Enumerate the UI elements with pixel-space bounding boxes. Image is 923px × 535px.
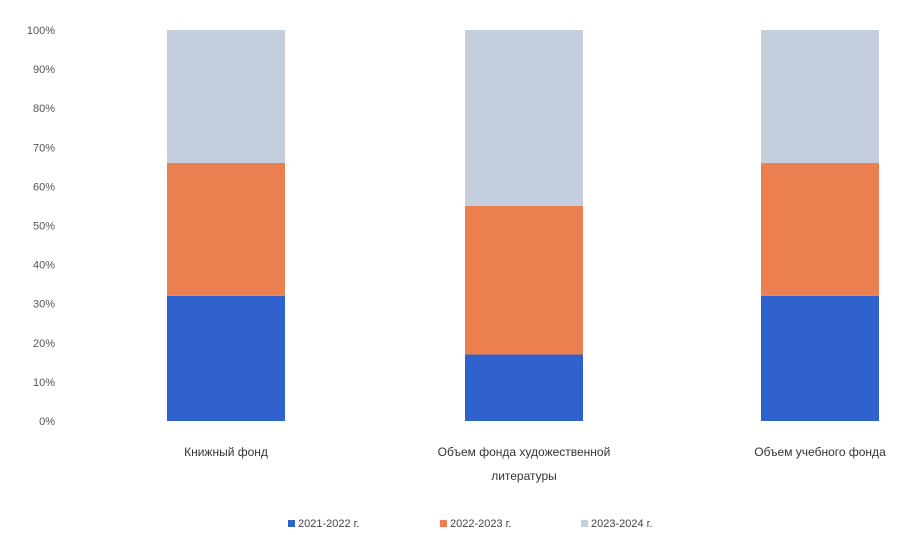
y-axis: 0% 10% 20% 30% 40% 50% 60% 70% 80% 90% 100% — [27, 25, 55, 428]
x-axis-labels: Книжный фонд Объем фонда художественной ли… — [184, 445, 886, 483]
y-tick-label: 70% — [33, 142, 55, 154]
legend-swatch — [581, 520, 588, 527]
y-tick-label: 100% — [27, 25, 55, 37]
legend-swatch — [288, 520, 295, 527]
y-tick-label: 50% — [33, 221, 55, 233]
bar-segment — [465, 30, 583, 206]
legend-label: 2023-2024 г. — [591, 518, 652, 530]
legend-label: 2022-2023 г. — [450, 518, 511, 530]
x-category-label: Книжный фонд — [184, 445, 268, 459]
legend-swatch — [440, 520, 447, 527]
y-tick-label: 30% — [33, 299, 55, 311]
bar-segment — [465, 354, 583, 421]
bar-segment — [761, 162, 879, 296]
y-tick-label: 90% — [33, 64, 55, 76]
y-tick-label: 60% — [33, 181, 55, 193]
y-tick-label: 80% — [33, 103, 55, 115]
y-tick-label: 10% — [33, 377, 55, 389]
x-category-label: Объем учебного фонда — [754, 445, 886, 459]
bar-segment — [761, 30, 879, 163]
bars — [167, 30, 879, 421]
bar-segment — [761, 295, 879, 421]
bar-segment — [465, 205, 583, 355]
y-tick-label: 20% — [33, 338, 55, 350]
y-tick-label: 0% — [39, 416, 55, 428]
legend: 2021-2022 г. 2022-2023 г. 2023-2024 г. — [288, 518, 652, 530]
x-category-label: Объем фонда художественной литературы — [438, 445, 611, 483]
bar-segment — [167, 30, 285, 163]
bar-segment — [167, 162, 285, 296]
y-tick-label: 40% — [33, 260, 55, 272]
bar-segment — [167, 295, 285, 421]
legend-label: 2021-2022 г. — [298, 518, 359, 530]
